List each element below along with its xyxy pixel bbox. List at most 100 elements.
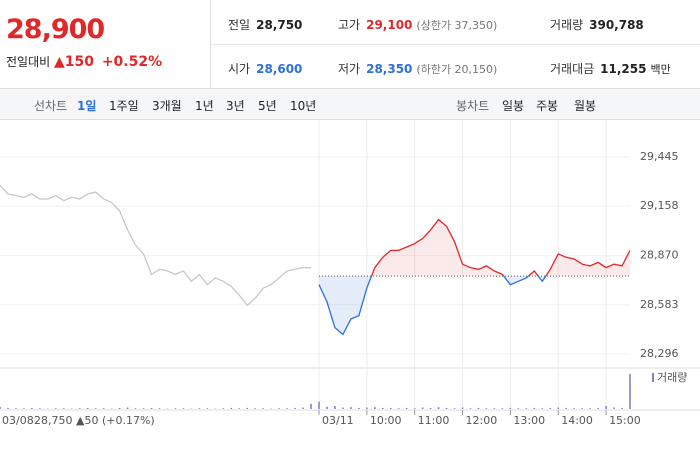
- x-tick-label: 13:00: [513, 414, 545, 427]
- header: 28,900 전일대비 ▲150 +0.52% 전일 28,750 고가 29,10…: [0, 0, 700, 89]
- volume-bar: [485, 408, 488, 409]
- volume-bar: [198, 408, 201, 409]
- volume-bar: [94, 408, 97, 409]
- info-note: (상한가 37,350): [416, 19, 498, 32]
- tab[interactable]: 1주일: [109, 99, 139, 113]
- change-pct: +0.52%: [101, 54, 163, 70]
- info-note: 백만: [650, 63, 671, 76]
- volume-bar: [461, 407, 464, 409]
- info-cell: 전일 28,750: [228, 16, 302, 33]
- tab[interactable]: 3개월: [152, 99, 182, 113]
- volume-bar: [326, 406, 328, 409]
- volume-bar: [39, 408, 41, 409]
- volume-bar: [366, 407, 368, 409]
- volume-bar: [541, 408, 544, 409]
- tab-bar: 선차트 봉차트 1일 1주일 3개월 1년 3년 5년 10년 일봉 주봉 월봉: [0, 89, 700, 120]
- volume-bar: [222, 408, 225, 409]
- tab[interactable]: 월봉: [574, 99, 597, 113]
- info-note: (하한가 20,150): [416, 63, 498, 76]
- volume-bar: [501, 408, 504, 409]
- volume-bar: [437, 407, 440, 409]
- volume-bar: [310, 403, 312, 409]
- legend-label: 거래량: [657, 371, 687, 384]
- volume-bar: [621, 407, 623, 409]
- info-value: 29,100: [366, 18, 413, 32]
- volume-bar: [23, 408, 25, 409]
- volume-bar: [334, 406, 336, 409]
- volume-bar: [469, 408, 472, 409]
- price: 28,900: [6, 14, 105, 45]
- divider: [210, 44, 700, 45]
- volume-bar: [493, 408, 496, 409]
- volume-bar: [429, 407, 432, 409]
- info-value: 11,255: [600, 62, 647, 76]
- change-label: 전일대비: [6, 55, 51, 69]
- info-cell: 고가 29,100 (상한가 37,350): [338, 16, 497, 33]
- prev-note: 28,750 ▲50 (+0.17%): [34, 414, 155, 427]
- y-tick-label: 29,445: [640, 150, 679, 163]
- volume-bar: [286, 408, 288, 409]
- volume-bar: [118, 407, 121, 409]
- volume-bar: [142, 408, 145, 409]
- volume-bar: [605, 406, 607, 409]
- tab[interactable]: 일봉: [502, 99, 525, 113]
- volume-bar: [278, 408, 280, 409]
- volume-bar: [477, 407, 480, 409]
- x-tick-label: 03/11: [322, 414, 354, 427]
- tab[interactable]: 5년: [258, 99, 277, 113]
- volume-bar: [262, 408, 264, 409]
- volume-bar: [342, 407, 344, 409]
- volume-bar: [0, 406, 1, 409]
- volume-bar: [565, 407, 568, 409]
- tab-group-label: 선차트: [34, 99, 68, 113]
- info-value: 28,350: [366, 62, 413, 76]
- volume-bar: [55, 408, 57, 409]
- y-tick-label: 28,870: [640, 249, 679, 262]
- change: 전일대비 ▲150 +0.52%: [6, 53, 162, 70]
- volume-bar: [389, 407, 392, 409]
- volume-bar: [381, 407, 384, 409]
- info-value: 28,750: [256, 18, 303, 32]
- info-value: 390,788: [589, 18, 644, 32]
- tab[interactable]: 1년: [195, 99, 214, 113]
- volume-bar: [350, 407, 352, 409]
- volume-bar: [254, 408, 256, 409]
- y-tick-label: 29,158: [640, 199, 679, 212]
- volume-bar: [629, 373, 631, 409]
- y-tick-label: 28,296: [640, 347, 679, 360]
- volume-bar: [238, 408, 241, 409]
- volume-bar: [581, 408, 583, 409]
- volume-bar: [557, 407, 560, 409]
- volume-bar: [31, 407, 33, 409]
- volume-bar: [62, 408, 65, 409]
- tab[interactable]: 주봉: [536, 99, 559, 113]
- tab[interactable]: 10년: [290, 99, 317, 113]
- volume-bar: [405, 407, 408, 409]
- volume-bar: [294, 407, 296, 409]
- volume-bar: [597, 407, 599, 409]
- info-cell: 거래량 390,788: [550, 16, 644, 33]
- volume-bar: [126, 407, 129, 409]
- info-label: 거래량: [550, 18, 584, 32]
- info-label: 거래대금: [550, 62, 595, 76]
- volume-bar: [445, 407, 448, 409]
- volume-bar: [102, 408, 105, 409]
- change-value: ▲150: [54, 54, 94, 70]
- volume-bar: [318, 401, 320, 409]
- volume-bar: [413, 408, 416, 409]
- tab[interactable]: 1일: [77, 99, 97, 113]
- volume-bar: [86, 407, 89, 409]
- volume-bar: [453, 408, 456, 409]
- volume-bar: [182, 408, 185, 409]
- volume-bar: [230, 407, 233, 409]
- area-up: [319, 219, 630, 277]
- line-up: [370, 218, 631, 277]
- tab[interactable]: 3년: [226, 99, 245, 113]
- volume-bar: [134, 408, 137, 409]
- volume-bar: [158, 408, 161, 409]
- x-tick-label: 14:00: [561, 414, 593, 427]
- volume-bar: [15, 408, 17, 409]
- line: [0, 184, 311, 307]
- volume-bar: [7, 407, 9, 409]
